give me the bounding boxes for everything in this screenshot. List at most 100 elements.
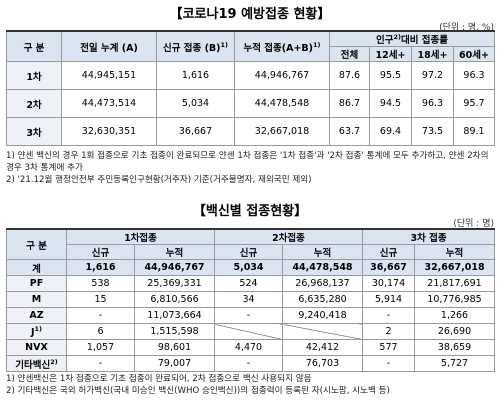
- table: 구 분 1차접종 2차접종 3차 접종 신규 누적 신규 누적 신규 누적 계 1,616 44,946…: [6, 228, 496, 372]
- header-cell: 전일 누계 (A): [61, 30, 157, 62]
- header-cell: 구 분: [6, 228, 67, 260]
- body: 1차 44,945,151 1,616 44,946,767 87.6 95.5 97.2 9…: [6, 61, 495, 146]
- header-cell: 3차 접종: [361, 228, 496, 245]
- cell: 10,776,985: [413, 291, 496, 308]
- cell: 1,057: [66, 339, 135, 356]
- cell: -: [66, 355, 135, 372]
- cell: 26,968,137: [282, 275, 363, 292]
- cell: 98,601: [134, 339, 215, 356]
- cell: 1,515,598: [134, 323, 215, 340]
- header-cell: 전체: [329, 46, 370, 62]
- cell: 38,659: [413, 339, 496, 356]
- row: 2차 44,473,514 5,034 44,478,548 86.7 94.5 96.3 9…: [6, 89, 495, 118]
- cell: 94.5: [369, 89, 412, 118]
- note: 1) 얀센백신은 1차 접종으로 기초 접종이 완료되어, 2차 접종으로 백신…: [6, 374, 312, 384]
- footnote-marker: 2): [50, 357, 58, 366]
- row: J1) 6 1,515,598 2 26,690: [6, 323, 496, 340]
- footnote-marker: 2): [393, 32, 401, 41]
- row: 3차 32,630,351 36,667 32,667,018 63.7 69.4 73.5…: [6, 117, 495, 146]
- note: 2) '21.12월 행정안전부 주민등록인구현황(거주자) 기준(거주불명자,…: [6, 175, 312, 185]
- row: M 15 6,810,566 34 6,635,280 5,914 10,776,985: [6, 291, 496, 308]
- cell: 76,703: [282, 355, 363, 372]
- cell: 96.3: [411, 89, 454, 118]
- notes: 1) 얀센 백신의 경우 1회 접종으로 기초 접종이 완료되므로 얀센 1차 …: [6, 150, 494, 186]
- cell: -: [214, 307, 283, 324]
- cell: -: [362, 307, 415, 324]
- row: AZ -11,073,664-9,240,418-1,266: [6, 307, 496, 324]
- cell: 5,914: [362, 291, 415, 308]
- footnote-marker: 1): [220, 40, 229, 49]
- header-cell: 구 분: [6, 30, 62, 62]
- cell: 89.1: [453, 117, 495, 146]
- cell: 36,667: [362, 259, 415, 276]
- cell: 25,369,331: [134, 275, 215, 292]
- cell: 32,630,351: [61, 117, 157, 146]
- header-cell: 신규: [66, 244, 135, 260]
- header-cell: 1차접종: [66, 228, 215, 245]
- header-cell: 누적 접종(A+B)1): [234, 30, 330, 62]
- cell: 95.7: [453, 89, 495, 118]
- unit: (단위 : 명, %): [439, 23, 494, 33]
- row-label: 3차: [6, 117, 62, 146]
- cell: 44,478,548: [234, 89, 330, 118]
- cell: 2: [362, 323, 415, 340]
- cell: 6: [66, 323, 135, 340]
- cell: 1,266: [413, 307, 496, 324]
- row-label: 2차: [6, 89, 62, 118]
- section-title: 【백신별 접종현황】: [192, 204, 308, 219]
- cell: 63.7: [329, 117, 370, 146]
- cell: -: [214, 355, 283, 372]
- footnote-marker: 1): [313, 40, 321, 49]
- cell: 32,667,018: [413, 259, 496, 276]
- header: 구 분 전일 누계 (A) 신규 접종 (B)1) 누적 접종(A+B)1) 인구2)대…: [6, 30, 495, 62]
- notes: 1) 얀센백신은 1차 접종으로 기초 접종이 완료되어, 2차 접종으로 백신…: [6, 373, 494, 397]
- unit: (단위 : 명): [453, 219, 494, 229]
- cell: 577: [362, 339, 415, 356]
- cell: 44,945,151: [61, 61, 157, 90]
- cell: 32,667,018: [234, 117, 330, 146]
- header-cell: 신규: [214, 244, 283, 260]
- header-cell: 18세+: [411, 46, 454, 62]
- header-cell: 누적: [282, 244, 363, 260]
- row: 기타백신2) -79,007-76,703-5,727: [6, 355, 496, 372]
- cell: 538: [66, 275, 135, 292]
- cell: -: [66, 307, 135, 324]
- cell: 5,034: [156, 89, 235, 118]
- note: 2) 기타백신은 국외 허가백신(국내 미승인 백신(WHO 승인백신))의 접…: [6, 386, 390, 396]
- header-cell: 누적: [413, 244, 496, 260]
- cell: 69.4: [369, 117, 412, 146]
- note: 1) 얀센 백신의 경우 1회 접종으로 기초 접종이 완료되므로 얀센 1차 …: [6, 151, 489, 173]
- header-row: 구 분 전일 누계 (A) 신규 접종 (B)1) 누적 접종(A+B)1) 인구2)대…: [6, 30, 495, 62]
- row-label: 계: [6, 259, 67, 276]
- cell: 44,946,767: [134, 259, 215, 276]
- row-label: 1차: [6, 61, 62, 90]
- cell: 96.3: [453, 61, 495, 90]
- header-text: 대비 접종률: [400, 35, 448, 46]
- cell: 97.2: [411, 61, 454, 90]
- cell: 42,412: [282, 339, 363, 356]
- header: 구 분 1차접종 2차접종 3차 접종 신규 누적 신규 누적 신규 누적: [6, 228, 496, 260]
- cell: 6,635,280: [282, 291, 363, 308]
- cell: 6,810,566: [134, 291, 215, 308]
- row-label: M: [6, 291, 67, 308]
- cell: 87.6: [329, 61, 370, 90]
- cell: 79,007: [134, 355, 215, 372]
- cell: 44,946,767: [234, 61, 330, 90]
- header-row: 신규 누적 신규 누적 신규 누적: [7, 244, 496, 260]
- header-cell: 신규: [362, 244, 415, 260]
- row-label: 기타백신2): [6, 355, 67, 372]
- header-row: 구 분 1차접종 2차접종 3차 접종: [6, 228, 496, 260]
- cell: 30,174: [362, 275, 415, 292]
- empty-cell: [282, 323, 363, 340]
- cell: 15: [66, 291, 135, 308]
- cell: 1,616: [66, 259, 135, 276]
- cell: 26,690: [413, 323, 496, 340]
- cell: 36,667: [156, 117, 235, 146]
- header-row: 전체 12세+ 18세+ 60세+: [7, 46, 495, 62]
- row: 1차 44,945,151 1,616 44,946,767 87.6 95.5 97.2 9…: [6, 61, 495, 90]
- empty-cell: [214, 323, 283, 340]
- header-text: 인구: [376, 35, 394, 46]
- cell: 11,073,664: [134, 307, 215, 324]
- cell: 4,470: [214, 339, 283, 356]
